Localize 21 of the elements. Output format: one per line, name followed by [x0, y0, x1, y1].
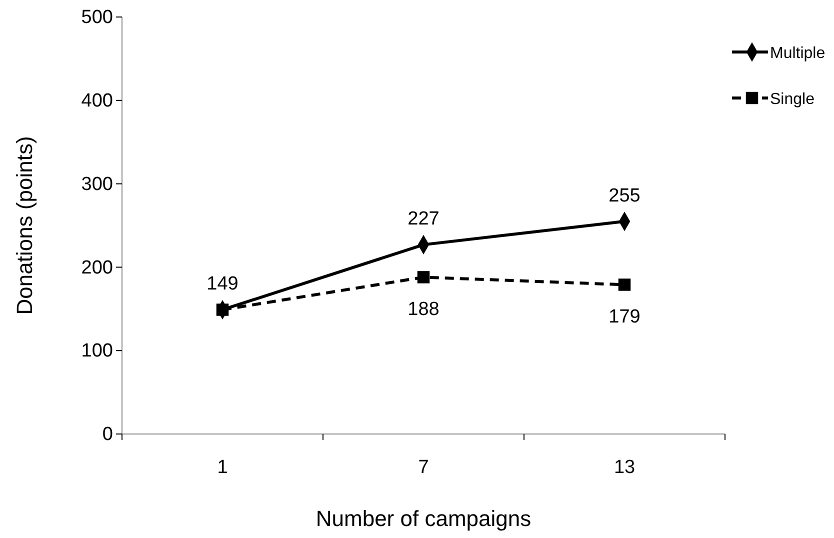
y-tick-label: 400 — [81, 90, 113, 112]
point — [216, 304, 229, 316]
point — [618, 278, 631, 291]
data-label: 188 — [408, 299, 440, 320]
y-tick-label: 500 — [81, 7, 113, 28]
x-tick-label: 7 — [418, 457, 429, 478]
x-tick-label: 1 — [217, 457, 228, 478]
point — [417, 271, 430, 284]
x-axis-title: Number of campaigns — [316, 506, 532, 531]
data-label: 255 — [608, 185, 640, 206]
data-label: 149 — [206, 274, 238, 295]
legend-label: Multiple — [770, 45, 826, 62]
y-axis-title: Donations (points) — [12, 136, 37, 315]
data-label: 227 — [408, 208, 440, 230]
legend-label: Single — [770, 91, 815, 108]
y-tick-label: 100 — [81, 340, 113, 362]
y-tick-label: 0 — [102, 424, 113, 446]
y-tick-label: 300 — [81, 174, 113, 195]
x-tick-label: 13 — [614, 457, 636, 478]
data-label: 179 — [608, 306, 640, 328]
y-tick-label: 200 — [81, 257, 113, 278]
